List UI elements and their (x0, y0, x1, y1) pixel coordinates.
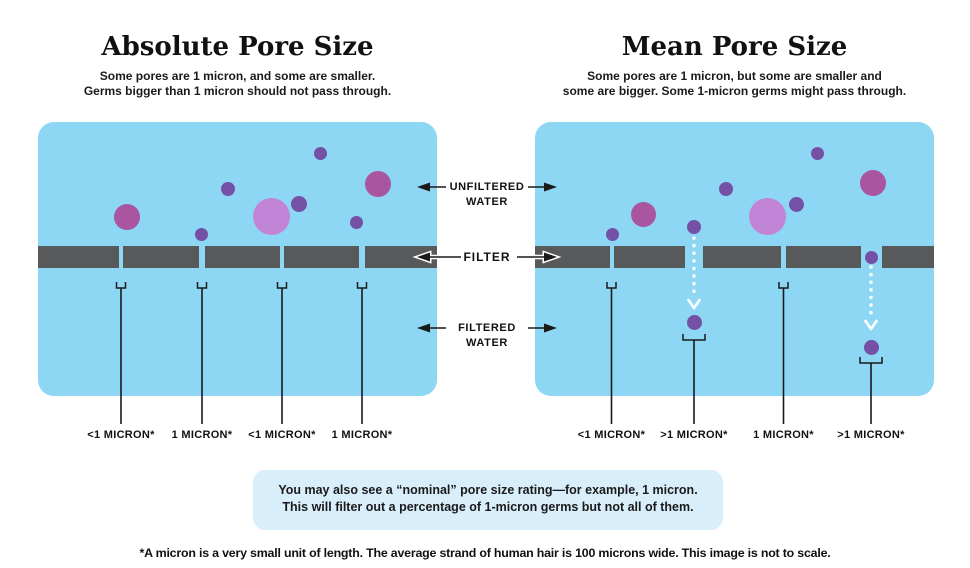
germ-circle-purple (719, 182, 733, 196)
filter-pore-gap (359, 246, 365, 268)
unfiltered-water-label: UNFILTERED WATER (449, 181, 525, 208)
micron-label: <1 MICRON* (577, 429, 646, 441)
filter-bar (535, 246, 934, 268)
micron-label: 1 MICRON* (171, 429, 233, 441)
germ-circle-magenta (860, 170, 886, 196)
right-subtitle-line1: Some pores are 1 micron, but some are sm… (587, 69, 882, 83)
left-subtitle-line2: Germs bigger than 1 micron should not pa… (83, 84, 392, 98)
micron-label: <1 MICRON* (248, 429, 316, 441)
micron-label: 1 MICRON* (753, 429, 814, 441)
germ-circle-purple (687, 220, 701, 234)
germ-circle-purple (291, 196, 307, 212)
filter-bar (38, 246, 437, 268)
note-line2: This will filter out a percentage of 1-m… (282, 500, 694, 514)
germ-circle-magenta (114, 204, 140, 230)
filter-pore-gap (781, 246, 786, 268)
left-subtitle: Some pores are 1 micron, and some are sm… (38, 69, 437, 99)
filter-pore-gap (279, 246, 285, 268)
germ-circle-purple (788, 196, 804, 212)
left-subtitle-line1: Some pores are 1 micron, and some are sm… (99, 69, 376, 83)
germ-circle-purple (863, 339, 879, 355)
filter-pore-gap (685, 246, 703, 268)
germ-circle-purple (686, 314, 702, 330)
filter-pore-gap (199, 246, 205, 268)
left-header: Absolute Pore Size Some pores are 1 micr… (38, 32, 437, 99)
filter-pore-gap (609, 246, 614, 268)
germ-circle-magenta (630, 201, 656, 227)
germ-circle-lavender (252, 197, 290, 235)
micron-label: >1 MICRON* (660, 429, 728, 441)
left-title: Absolute Pore Size (101, 32, 374, 62)
germ-circle-purple (313, 146, 327, 160)
filter-pore-gap (118, 246, 124, 268)
germ-circle-purple (605, 227, 619, 241)
filter-label: FILTER (463, 250, 511, 264)
right-subtitle: Some pores are 1 micron, but some are sm… (535, 69, 934, 99)
germ-circle-purple (810, 146, 824, 160)
micron-label: >1 MICRON* (837, 429, 905, 441)
germ-circle-lavender (748, 197, 786, 235)
germ-circle-purple (864, 250, 878, 264)
micron-label: <1 MICRON* (87, 429, 155, 441)
nominal-rating-note: You may also see a “nominal” pore size r… (253, 470, 723, 530)
right-header: Mean Pore Size Some pores are 1 micron, … (535, 32, 934, 99)
germ-circle-purple (221, 182, 235, 196)
note-line1: You may also see a “nominal” pore size r… (278, 483, 698, 497)
germ-circle-purple (349, 215, 363, 229)
filtered-water-label: FILTERED WATER (458, 322, 516, 349)
right-title: Mean Pore Size (621, 32, 848, 62)
micron-label: 1 MICRON* (331, 429, 393, 441)
right-subtitle-line2: some are bigger. Some 1-micron germs mig… (562, 84, 907, 98)
germ-circle-magenta (365, 171, 391, 197)
germ-circle-purple (194, 227, 208, 241)
micron-footnote: *A micron is a very small unit of length… (139, 546, 831, 560)
